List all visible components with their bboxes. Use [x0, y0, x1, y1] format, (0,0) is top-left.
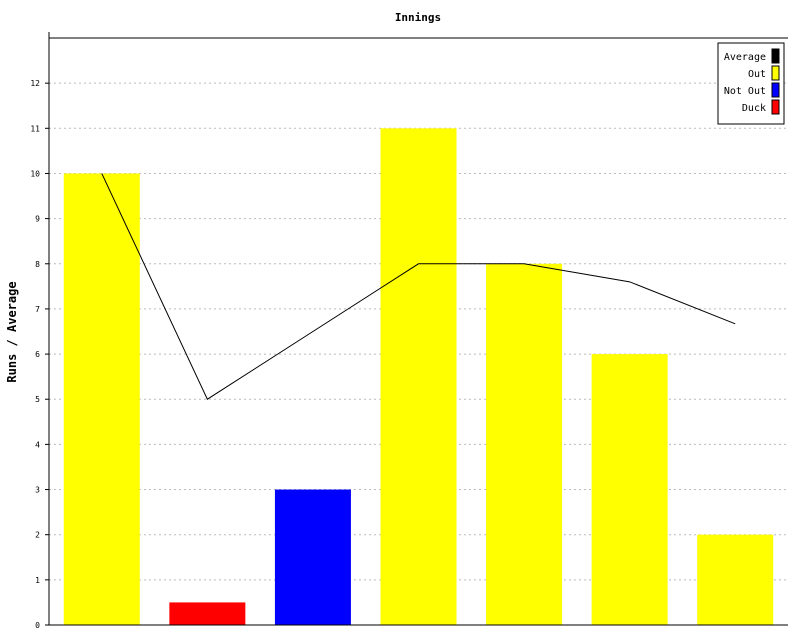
average-line [101, 173, 736, 400]
legend-label: Not Out [724, 86, 766, 97]
bar-duck [169, 602, 246, 625]
chart-title: Innings [395, 11, 441, 24]
bar-not-out [274, 489, 351, 625]
y-tick-label: 11 [30, 124, 40, 133]
bar-out [63, 173, 140, 625]
legend-swatch [771, 99, 780, 115]
legend-label: Out [748, 69, 766, 80]
axes [48, 32, 788, 626]
y-tick-label: 6 [35, 350, 40, 359]
bar-out [591, 354, 668, 625]
legend-swatch [771, 48, 780, 64]
bar-out [380, 128, 457, 626]
bars [63, 128, 774, 626]
average-line-layer [101, 173, 736, 400]
y-axis-label: Runs / Average [5, 281, 19, 382]
legend-label: Duck [742, 103, 766, 114]
legend: Average Out Not Out Duck [717, 42, 785, 125]
y-tick-label: 5 [35, 395, 40, 404]
legend-swatch [771, 82, 780, 98]
y-tick-label: 3 [35, 486, 40, 495]
y-tick-label: 1 [35, 576, 40, 585]
y-tick-label: 9 [35, 215, 40, 224]
y-tick-label: 8 [35, 260, 40, 269]
y-tick-label: 2 [35, 531, 40, 540]
bar-out [697, 534, 774, 625]
y-tick-label: 0 [35, 621, 40, 630]
bar-out [486, 263, 563, 625]
y-tick-label: 12 [30, 79, 40, 88]
legend-label: Average [724, 52, 766, 63]
legend-swatch [771, 65, 780, 81]
y-tick-label: 4 [35, 440, 40, 449]
y-tick-label: 7 [35, 305, 40, 314]
y-tick-label: 10 [30, 169, 40, 178]
